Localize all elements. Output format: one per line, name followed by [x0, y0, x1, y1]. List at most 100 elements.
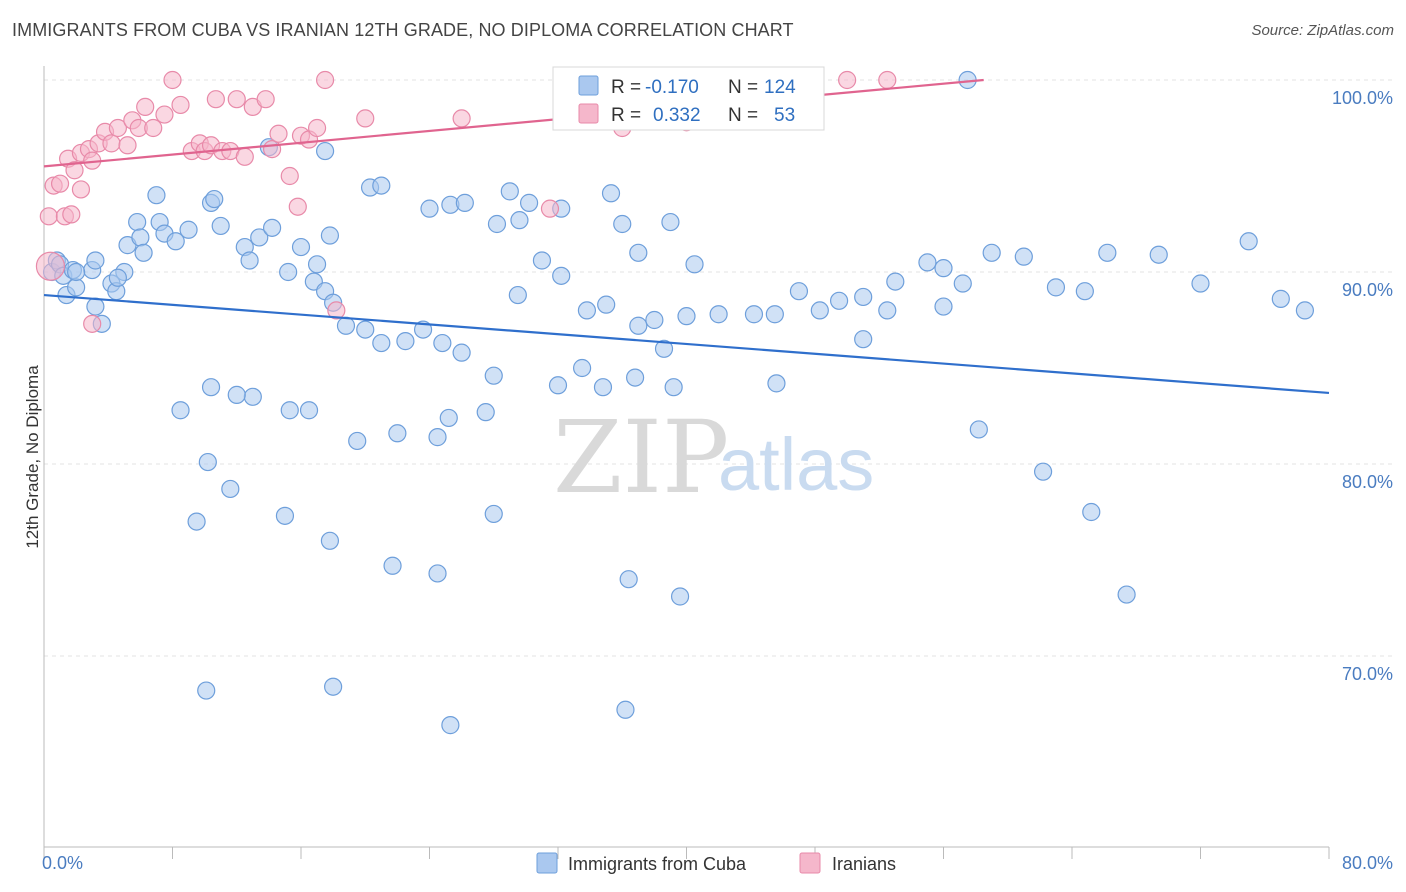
iranians-point-39	[315, 70, 335, 90]
cuba-point-90	[86, 251, 105, 270]
cuba-point-125	[428, 564, 447, 583]
cuba-trend-line	[43, 293, 1330, 395]
cuba-point-101	[677, 307, 696, 326]
cuba-point-34	[396, 332, 415, 351]
cuba-point-111	[388, 424, 407, 443]
cuba-point-49	[765, 305, 784, 324]
axes-layer	[43, 66, 1330, 859]
x-tick-label-max: 80.0%	[1342, 853, 1393, 873]
iranians-point-35	[288, 197, 307, 216]
cuba-point-121	[187, 512, 206, 531]
iranians-point-19	[163, 70, 182, 90]
iranians-point-34	[280, 166, 299, 186]
cuba-point-117	[201, 378, 221, 397]
stats-legend-n-value-blue: 124	[764, 77, 796, 98]
cuba-point-130	[324, 677, 343, 696]
cuba-point-85	[487, 214, 507, 234]
cuba-point-63	[1149, 245, 1168, 264]
cuba-point-38	[484, 366, 503, 385]
iranians-point-25	[206, 90, 225, 109]
cuba-point-99	[854, 330, 873, 349]
cuba-point-52	[829, 291, 849, 310]
cuba-point-43	[597, 295, 616, 314]
cuba-point-26	[279, 262, 298, 282]
iranians-point-17	[144, 118, 163, 138]
cuba-point-112	[348, 431, 367, 451]
cuba-point-64	[1191, 274, 1210, 293]
cuba-point-96	[1082, 502, 1101, 522]
y-tick-label-0: 100.0%	[1332, 88, 1393, 108]
cuba-point-104	[664, 378, 683, 397]
cuba-point-109	[439, 408, 458, 428]
iranians-point-50	[71, 180, 91, 199]
cuba-point-74	[420, 199, 439, 218]
cuba-point-91	[67, 262, 86, 282]
cuba-point-40	[532, 251, 552, 270]
cuba-point-80	[613, 214, 632, 234]
cuba-point-57	[953, 274, 972, 293]
cuba-point-92	[108, 268, 127, 287]
watermark-zip: ZIP	[553, 399, 729, 516]
series-legend-label-iranians: Iranians	[832, 854, 896, 874]
cuba-point-113	[299, 401, 319, 420]
iranians-point-38	[307, 118, 327, 138]
iranians-point-18	[155, 105, 174, 124]
cuba-point-105	[767, 374, 786, 393]
cuba-point-67	[1295, 301, 1315, 320]
y-tick-label-3: 70.0%	[1342, 664, 1393, 684]
cuba-point-46	[685, 255, 704, 274]
cuba-point-33	[372, 333, 391, 353]
stats-legend-r-value-blue: -0.170	[645, 77, 699, 98]
cuba-point-45	[654, 339, 674, 358]
series-legend: Immigrants from Cuba Iranians	[536, 852, 896, 874]
cuba-point-39	[508, 285, 527, 305]
cuba-point-73	[372, 176, 391, 195]
grid-layer	[44, 79, 1393, 657]
iranians-point-31	[256, 90, 275, 109]
cuba-point-42	[577, 301, 597, 320]
cuba-point-116	[227, 385, 246, 404]
stats-legend-swatch-pink	[578, 103, 599, 124]
cuba-point-55	[918, 253, 937, 272]
cuba-point-106	[593, 378, 613, 397]
iranians-point-43	[540, 199, 560, 218]
iranians-point-41	[356, 109, 375, 128]
stats-legend-r-value-pink: 0.332	[653, 105, 701, 126]
iranians-point-0	[39, 207, 58, 226]
y-axis-label: 12th Grade, No Diploma	[23, 365, 42, 549]
y-tick-labels: 100.0% 90.0% 80.0% 70.0%	[1332, 88, 1393, 684]
stats-legend-n-label: N =	[728, 77, 758, 98]
cuba-point-94	[969, 420, 988, 439]
series-legend-swatch-cuba	[536, 852, 558, 874]
cuba-point-120	[221, 479, 240, 499]
cuba-point-21	[211, 216, 230, 236]
cuba-point-60	[1046, 278, 1066, 297]
iranians-point-47	[838, 70, 857, 90]
iranians-point-48	[878, 70, 897, 90]
trend-layer	[43, 78, 1330, 395]
cuba-point-66	[1271, 289, 1290, 308]
cuba-point-127	[619, 570, 638, 589]
y-tick-label-2: 80.0%	[1342, 472, 1393, 492]
cuba-point-89	[134, 243, 153, 262]
iranians-point-40	[327, 301, 346, 320]
cuba-point-56	[934, 259, 953, 278]
cuba-point-131	[441, 716, 460, 735]
cuba-point-58	[982, 243, 1001, 262]
cuba-point-83	[645, 310, 664, 330]
cuba-point-129	[197, 681, 216, 700]
cuba-point-24	[250, 228, 269, 247]
cuba-point-132	[616, 700, 635, 719]
cuba-point-6	[67, 278, 86, 297]
cuba-point-23	[240, 251, 259, 270]
cuba-point-98	[934, 297, 953, 316]
cuba-point-86	[519, 193, 539, 212]
cuba-point-100	[878, 301, 897, 320]
cuba-point-114	[280, 401, 299, 420]
stats-legend-r-label-2: R =	[611, 105, 641, 126]
cuba-point-87	[320, 226, 340, 245]
cuba-point-95	[1033, 462, 1053, 481]
watermark: ZIP atlas	[553, 399, 874, 516]
cuba-point-119	[198, 452, 217, 472]
